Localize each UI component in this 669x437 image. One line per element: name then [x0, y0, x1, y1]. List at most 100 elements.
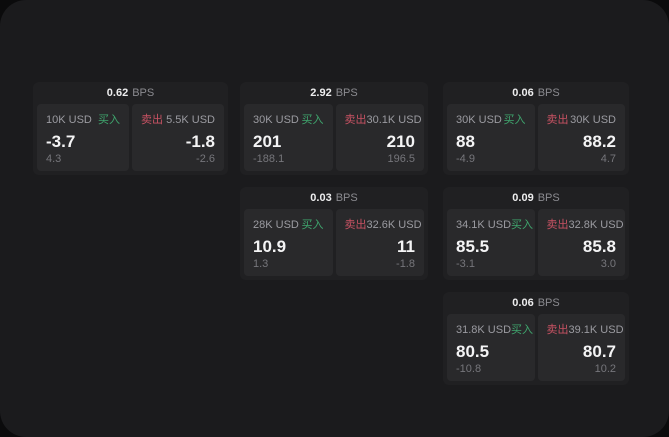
sell-tile[interactable]: 卖出 32.6K USD 11 -1.8 — [335, 209, 424, 276]
bps-unit-label: BPS — [132, 87, 155, 99]
bps-value: 0.62 — [106, 87, 129, 99]
bps-unit-label: BPS — [537, 87, 560, 99]
sell-tile[interactable]: 卖出 30.1K USD 210 196.5 — [335, 104, 424, 171]
price-tiles: 34.1K USD 买入 85.5 -3.1 卖出 32.8K USD 85.8… — [443, 209, 629, 280]
buy-side-label: 买入 — [301, 114, 324, 126]
buy-tile-labels: 31.8K USD 买入 — [456, 321, 533, 337]
buy-tile-labels: 28K USD 买入 — [253, 216, 324, 232]
sell-side-label: 卖出 — [546, 219, 569, 231]
buy-side-label: 买入 — [511, 324, 534, 336]
bps-spread-header: 0.09 BPS — [443, 187, 629, 209]
quote-card: 0.06 BPS 31.8K USD 买入 80.5 -10.8 卖出 39.1… — [443, 292, 629, 385]
sell-tile-labels: 卖出 32.6K USD — [344, 216, 422, 232]
buy-price: 80.5 — [456, 342, 490, 361]
sell-tile[interactable]: 卖出 39.1K USD 80.7 10.2 — [537, 314, 625, 381]
price-tiles: 28K USD 买入 10.9 1.3 卖出 32.6K USD 11 -1.8 — [240, 209, 428, 280]
sell-price: 210 — [386, 132, 415, 151]
buy-amount-label: 10K USD — [46, 114, 92, 126]
bps-unit-label: BPS — [335, 87, 358, 99]
sell-delta: 3.0 — [600, 258, 616, 270]
sell-amount-label: 39.1K USD — [568, 324, 624, 336]
sell-side-label: 卖出 — [344, 219, 367, 231]
sell-delta: 10.2 — [594, 363, 616, 375]
buy-amount-label: 30K USD — [456, 114, 502, 126]
quote-card: 0.62 BPS 10K USD 买入 -3.7 4.3 卖出 5.5K USD — [33, 82, 228, 175]
buy-tile-labels: 30K USD 买入 — [253, 111, 324, 127]
quote-card: 2.92 BPS 30K USD 买入 201 -188.1 卖出 30.1K … — [240, 82, 428, 175]
sell-amount-label: 30K USD — [570, 114, 616, 126]
sell-price: -1.8 — [185, 132, 215, 151]
buy-price: 85.5 — [456, 237, 490, 256]
sell-tile-labels: 卖出 5.5K USD — [141, 111, 215, 127]
sell-amount-label: 32.6K USD — [366, 219, 422, 231]
sell-tile-labels: 卖出 32.8K USD — [546, 216, 624, 232]
sell-delta: -1.8 — [396, 258, 415, 270]
sell-delta: 196.5 — [387, 153, 415, 165]
bps-value: 2.92 — [310, 87, 332, 99]
bps-value: 0.03 — [310, 192, 332, 204]
buy-tile-labels: 34.1K USD 买入 — [456, 216, 533, 232]
sell-side-label: 卖出 — [141, 114, 163, 126]
buy-tile[interactable]: 28K USD 买入 10.9 1.3 — [244, 209, 333, 276]
sell-amount-label: 30.1K USD — [366, 114, 422, 126]
bps-value: 0.09 — [512, 192, 534, 204]
buy-tile[interactable]: 31.8K USD 买入 80.5 -10.8 — [447, 314, 535, 381]
buy-delta: -10.8 — [456, 363, 482, 375]
sell-side-label: 卖出 — [344, 114, 367, 126]
price-tiles: 30K USD 买入 201 -188.1 卖出 30.1K USD 210 1… — [240, 104, 428, 175]
buy-side-label: 买入 — [511, 219, 534, 231]
sell-price: 80.7 — [582, 342, 616, 361]
sell-amount-label: 32.8K USD — [568, 219, 624, 231]
price-tiles: 31.8K USD 买入 80.5 -10.8 卖出 39.1K USD 80.… — [443, 314, 629, 385]
buy-tile[interactable]: 10K USD 买入 -3.7 4.3 — [37, 104, 129, 171]
buy-amount-label: 28K USD — [253, 219, 299, 231]
quote-card: 0.06 BPS 30K USD 买入 88 -4.9 卖出 30K USD — [443, 82, 629, 175]
buy-tile[interactable]: 34.1K USD 买入 85.5 -3.1 — [447, 209, 535, 276]
bps-spread-header: 0.62 BPS — [33, 82, 228, 104]
buy-amount-label: 31.8K USD — [456, 324, 512, 336]
sell-delta: 4.7 — [600, 153, 616, 165]
sell-amount-label: 5.5K USD — [166, 114, 215, 126]
sell-tile-labels: 卖出 39.1K USD — [546, 321, 624, 337]
buy-tile-labels: 30K USD 买入 — [456, 111, 526, 127]
buy-side-label: 买入 — [503, 114, 526, 126]
buy-delta: -4.9 — [456, 153, 475, 165]
sell-delta: -2.6 — [196, 153, 215, 165]
buy-side-label: 买入 — [98, 114, 120, 126]
buy-tile[interactable]: 30K USD 买入 201 -188.1 — [244, 104, 333, 171]
buy-delta: 1.3 — [253, 258, 269, 270]
bps-value: 0.06 — [512, 297, 534, 309]
buy-tile-labels: 10K USD 买入 — [46, 111, 120, 127]
bps-spread-header: 0.06 BPS — [443, 82, 629, 104]
sell-price: 88.2 — [582, 132, 616, 151]
quote-card: 0.09 BPS 34.1K USD 买入 85.5 -3.1 卖出 32.8K… — [443, 187, 629, 280]
bps-spread-header: 2.92 BPS — [240, 82, 428, 104]
sell-tile[interactable]: 卖出 32.8K USD 85.8 3.0 — [537, 209, 625, 276]
sell-side-label: 卖出 — [546, 114, 569, 126]
buy-price: -3.7 — [46, 132, 76, 151]
bps-unit-label: BPS — [537, 297, 560, 309]
bps-spread-header: 0.06 BPS — [443, 292, 629, 314]
bps-unit-label: BPS — [537, 192, 560, 204]
buy-delta: 4.3 — [46, 153, 62, 165]
buy-amount-label: 30K USD — [253, 114, 299, 126]
buy-tile[interactable]: 30K USD 买入 88 -4.9 — [447, 104, 535, 171]
sell-tile[interactable]: 卖出 30K USD 88.2 4.7 — [537, 104, 625, 171]
buy-side-label: 买入 — [301, 219, 324, 231]
sell-price: 11 — [397, 237, 415, 256]
buy-price: 201 — [253, 132, 282, 151]
buy-price: 10.9 — [253, 237, 287, 256]
bps-unit-label: BPS — [335, 192, 358, 204]
bps-value: 0.06 — [512, 87, 534, 99]
buy-amount-label: 34.1K USD — [456, 219, 512, 231]
sell-price: 85.8 — [582, 237, 616, 256]
bps-spread-header: 0.03 BPS — [240, 187, 428, 209]
sell-tile-labels: 卖出 30.1K USD — [344, 111, 422, 127]
buy-delta: -188.1 — [253, 153, 285, 165]
sell-tile[interactable]: 卖出 5.5K USD -1.8 -2.6 — [132, 104, 224, 171]
sell-tile-labels: 卖出 30K USD — [547, 111, 617, 127]
quote-card: 0.03 BPS 28K USD 买入 10.9 1.3 卖出 32.6K US… — [240, 187, 428, 280]
buy-delta: -3.1 — [456, 258, 475, 270]
sell-side-label: 卖出 — [546, 324, 569, 336]
